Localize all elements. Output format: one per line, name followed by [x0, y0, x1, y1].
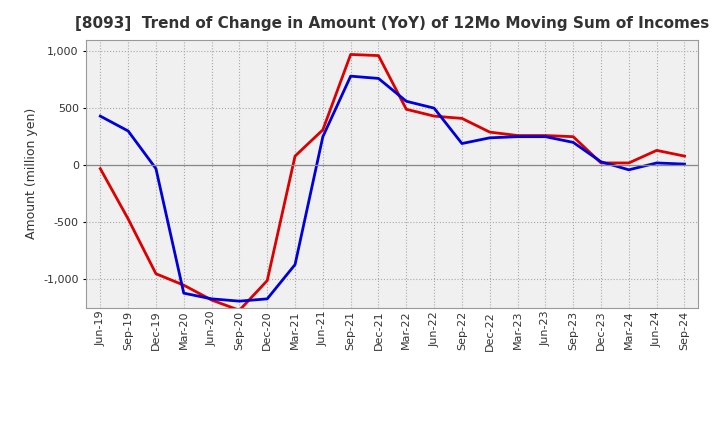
Net Income	[680, 154, 689, 159]
Ordinary Income	[318, 134, 327, 139]
Ordinary Income	[346, 73, 355, 79]
Net Income	[291, 154, 300, 159]
Net Income	[513, 133, 522, 138]
Net Income	[541, 133, 550, 138]
Ordinary Income	[541, 134, 550, 139]
Ordinary Income	[652, 160, 661, 165]
Ordinary Income	[179, 290, 188, 296]
Ordinary Income	[124, 128, 132, 134]
Net Income	[624, 160, 633, 165]
Net Income	[402, 106, 410, 112]
Net Income	[569, 134, 577, 139]
Net Income	[485, 129, 494, 135]
Ordinary Income	[458, 141, 467, 146]
Net Income	[235, 308, 243, 313]
Ordinary Income	[374, 76, 383, 81]
Net Income	[374, 53, 383, 58]
Net Income	[346, 52, 355, 57]
Net Income	[652, 148, 661, 153]
Y-axis label: Amount (million yen): Amount (million yen)	[24, 108, 37, 239]
Ordinary Income	[152, 166, 161, 171]
Ordinary Income	[96, 114, 104, 119]
Net Income	[96, 166, 104, 171]
Ordinary Income	[569, 140, 577, 145]
Net Income	[597, 160, 606, 165]
Line: Ordinary Income: Ordinary Income	[100, 76, 685, 301]
Net Income	[318, 127, 327, 132]
Ordinary Income	[207, 296, 216, 301]
Ordinary Income	[430, 106, 438, 111]
Ordinary Income	[597, 159, 606, 165]
Ordinary Income	[624, 167, 633, 172]
Net Income	[207, 297, 216, 303]
Net Income	[152, 271, 161, 276]
Net Income	[263, 278, 271, 283]
Ordinary Income	[513, 134, 522, 139]
Ordinary Income	[263, 296, 271, 301]
Ordinary Income	[291, 262, 300, 267]
Ordinary Income	[402, 99, 410, 104]
Net Income	[179, 282, 188, 288]
Net Income	[458, 116, 467, 121]
Title: [8093]  Trend of Change in Amount (YoY) of 12Mo Moving Sum of Incomes: [8093] Trend of Change in Amount (YoY) o…	[76, 16, 709, 32]
Ordinary Income	[680, 161, 689, 167]
Net Income	[430, 114, 438, 119]
Ordinary Income	[235, 298, 243, 304]
Ordinary Income	[485, 135, 494, 140]
Net Income	[124, 216, 132, 222]
Line: Net Income: Net Income	[100, 55, 685, 310]
